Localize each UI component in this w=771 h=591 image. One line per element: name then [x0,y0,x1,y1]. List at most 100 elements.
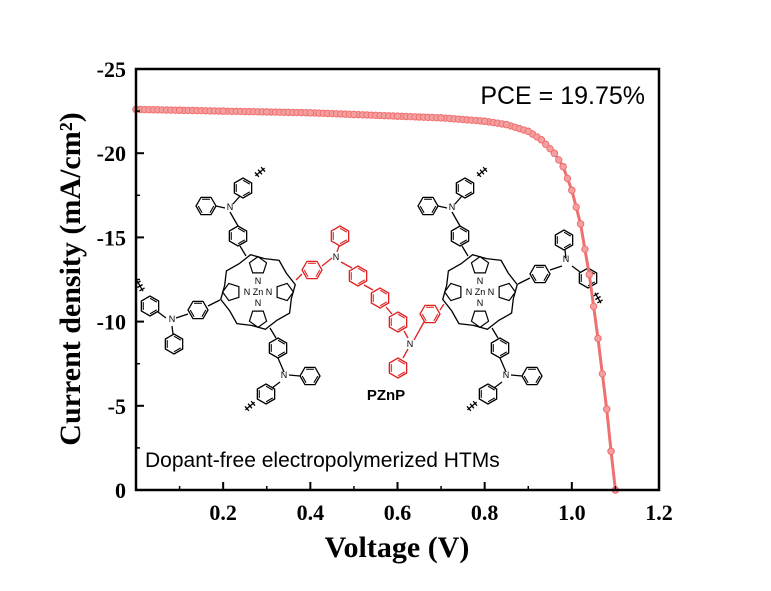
bridge-phenyl-ring [348,265,368,287]
hexagon-ring [419,304,441,324]
phenyl-ring [490,337,510,359]
pyrrole-ring [221,282,240,302]
aromatic-bond [315,269,321,278]
aromatic-bond [433,313,439,322]
hexagon-ring [455,177,475,199]
jv-data-point [559,162,567,171]
n-atom-label: N [227,202,234,212]
polymer-continuation-mark [466,400,478,412]
aromatic-bond [242,191,251,197]
hexagon-ring [388,357,408,379]
x-tick-label: 0.2 [209,500,237,525]
jv-data-point [594,334,602,343]
htm-annotation: Dopant-free electropolymerized HTMs [145,449,500,472]
molecular-bond [277,357,285,373]
aromatic-bond [209,205,215,214]
n-atom-label: N [477,298,484,308]
aromatic-bond [535,375,541,384]
aromatic-bond [431,205,437,214]
phenyl-ring [233,177,253,199]
aromatic-bond [303,269,309,278]
aromatic-bond [201,309,207,318]
molecule-label: PZnP [367,387,405,404]
aromatic-bond [237,227,246,233]
n-atom-label: N [169,314,176,324]
aromatic-bond [421,313,427,322]
x-axis-title: Voltage (V) [325,531,470,564]
molecular-bond [402,348,409,359]
aromatic-bond [487,385,496,391]
polymer-continuation-mark [244,400,256,412]
aromatic-bond [265,397,274,403]
aromatic-bond [189,309,195,318]
aromatic-bond [523,375,529,384]
y-tick-label: -10 [97,310,126,335]
hexagon-ring [140,295,160,317]
x-tick-label: 0.4 [297,500,325,525]
hexagon-ring [478,383,498,405]
phenyl-ring [187,300,209,320]
hexagon-ring [195,196,217,216]
molecular-bond [340,261,353,269]
porphyrin-macrocycle [220,254,296,330]
aromatic-bond [397,359,406,365]
phenyl-ring [529,264,551,284]
bridge-phenyl-ring [301,260,323,280]
pyrrole-ring [470,310,490,329]
jv-data-point [350,110,358,119]
hexagon-ring [187,300,209,320]
molecular-bond [517,277,531,285]
jv-data-point [219,107,227,115]
phenyl-ring [521,366,543,386]
phenyl-ring [299,366,321,386]
aromatic-bond [419,205,425,214]
jv-data-point [175,106,184,114]
jv-data-point [568,186,576,194]
aromatic-bond [265,385,274,391]
aromatic-bond [464,179,473,185]
molecular-bond [157,311,167,319]
molecular-bond [439,303,445,311]
aromatic-bond [563,231,572,237]
aromatic-bond [499,339,508,345]
n-atom-label: N [281,370,288,380]
jv-data-point [550,149,559,157]
phenyl-ring [195,196,217,216]
molecular-bond [171,325,174,335]
aromatic-bond [339,239,348,245]
aromatic-bond [499,351,508,357]
aromatic-bond [531,273,537,282]
hexagon-ring [521,366,543,386]
jv-data-point [585,270,593,279]
phenyl-ring [450,225,470,247]
aromatic-bond [357,267,366,273]
molecular-bond [571,265,581,273]
hexagon-ring [256,383,276,405]
y-tick-label: 0 [115,478,126,503]
jv-data-point [607,447,615,455]
phenyl-ring [164,333,184,355]
n-atom-label: N [407,339,414,349]
molecular-bond [564,249,567,259]
phenyl-ring [478,383,498,405]
hexagon-ring [164,333,184,355]
jv-data-point [524,127,532,136]
molecular-bond [491,327,499,339]
aromatic-bond [313,375,319,384]
x-tick-label: 0.6 [384,500,412,525]
polymer-continuation-mark [476,166,488,178]
n-atom-label: N [255,276,262,286]
plot-frame [134,67,661,492]
molecular-bond [403,330,409,339]
jv-data-point [555,156,563,164]
phenyl-ring [228,225,248,247]
hexagon-ring [554,229,574,251]
phenyl-ring [455,177,475,199]
aromatic-bond [357,279,366,285]
x-tick-label: 0.8 [471,500,499,525]
aromatic-bond [301,375,307,384]
aromatic-bond [397,371,406,377]
bridge-phenyl-ring [330,225,350,247]
